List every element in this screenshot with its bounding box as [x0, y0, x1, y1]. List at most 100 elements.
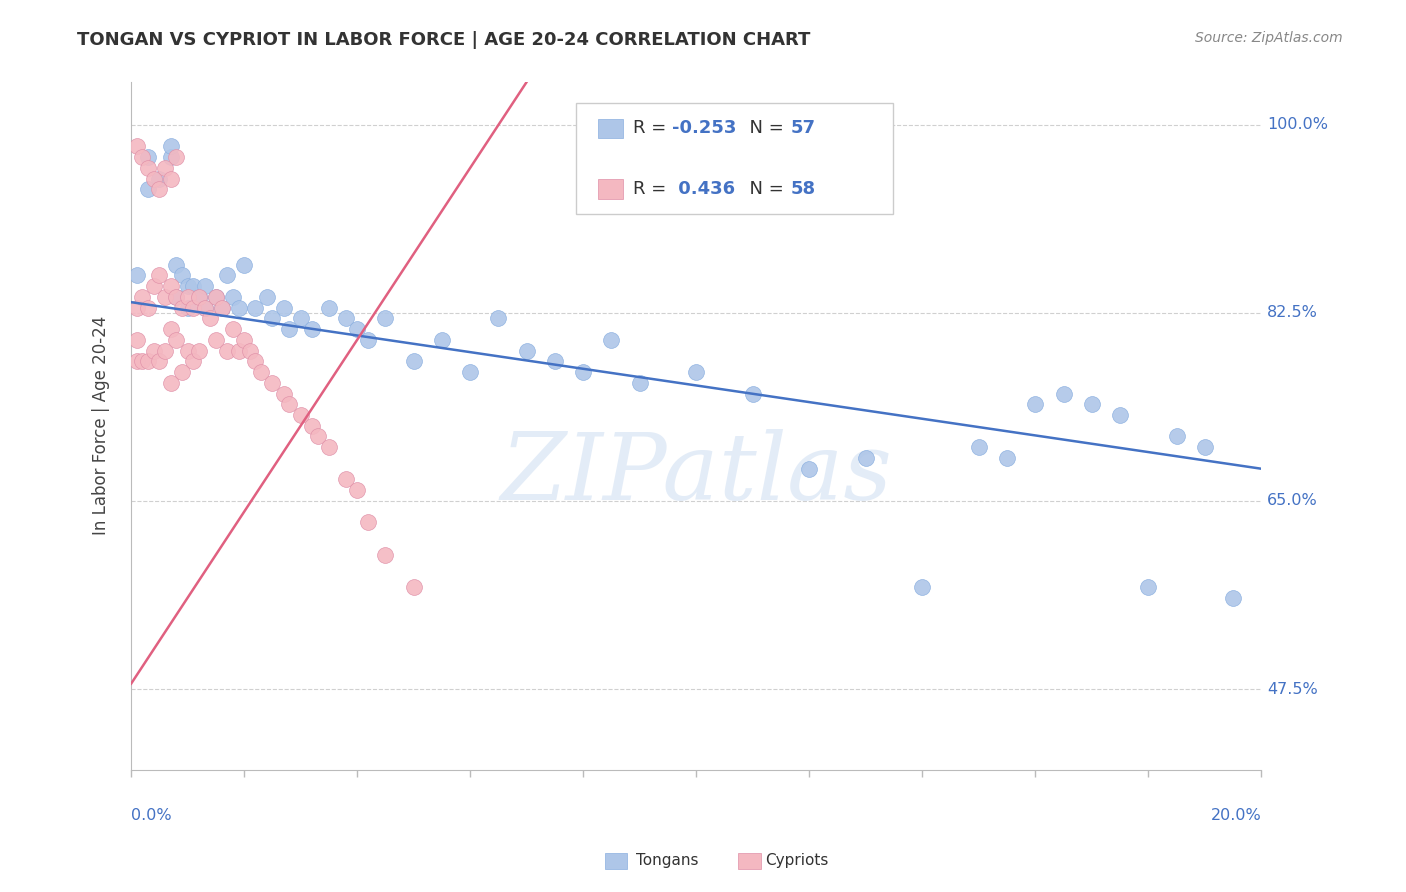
- Point: [458, 365, 481, 379]
- Point: [357, 333, 380, 347]
- Point: [335, 311, 357, 326]
- Point: [855, 450, 877, 465]
- Point: [194, 301, 217, 315]
- Point: [318, 301, 340, 315]
- Point: [188, 343, 211, 358]
- Point: [148, 182, 170, 196]
- Text: 82.5%: 82.5%: [1267, 305, 1317, 320]
- Point: [153, 290, 176, 304]
- Point: [374, 311, 396, 326]
- Point: [176, 279, 198, 293]
- Point: [136, 150, 159, 164]
- Text: 58: 58: [790, 180, 815, 198]
- Point: [125, 139, 148, 153]
- Point: [1024, 397, 1046, 411]
- Point: [181, 301, 204, 315]
- Point: [600, 333, 623, 347]
- Point: [176, 301, 198, 315]
- Point: [136, 354, 159, 368]
- Point: [335, 473, 357, 487]
- Point: [273, 386, 295, 401]
- Point: [211, 301, 233, 315]
- Text: R =: R =: [633, 180, 672, 198]
- Point: [307, 429, 329, 443]
- Point: [165, 290, 187, 304]
- Point: [170, 301, 193, 315]
- Point: [222, 290, 245, 304]
- Point: [1052, 386, 1074, 401]
- Point: [142, 279, 165, 293]
- Text: 0.0%: 0.0%: [131, 808, 172, 823]
- Text: 100.0%: 100.0%: [1267, 118, 1327, 132]
- Point: [142, 171, 165, 186]
- Point: [402, 354, 425, 368]
- Point: [488, 311, 510, 326]
- Point: [256, 290, 278, 304]
- Text: -0.253: -0.253: [672, 120, 737, 137]
- Point: [131, 150, 153, 164]
- Text: 47.5%: 47.5%: [1267, 681, 1317, 697]
- Y-axis label: In Labor Force | Age 20-24: In Labor Force | Age 20-24: [93, 316, 110, 535]
- Point: [131, 354, 153, 368]
- Point: [222, 322, 245, 336]
- Point: [1081, 397, 1104, 411]
- Point: [200, 311, 222, 326]
- Point: [357, 516, 380, 530]
- Point: [402, 580, 425, 594]
- Point: [125, 301, 148, 315]
- Point: [278, 397, 301, 411]
- Point: [628, 376, 651, 390]
- Point: [1194, 440, 1216, 454]
- Point: [245, 301, 267, 315]
- Point: [233, 333, 256, 347]
- Point: [273, 301, 295, 315]
- Point: [217, 343, 239, 358]
- Point: [176, 343, 198, 358]
- Point: [142, 343, 165, 358]
- Point: [159, 150, 181, 164]
- Point: [176, 290, 198, 304]
- Point: [301, 322, 323, 336]
- Point: [346, 483, 368, 498]
- Point: [516, 343, 538, 358]
- Point: [181, 279, 204, 293]
- Point: [194, 301, 217, 315]
- Text: 0.436: 0.436: [672, 180, 735, 198]
- Text: ZIPatlas: ZIPatlas: [501, 429, 893, 519]
- Point: [153, 343, 176, 358]
- Text: Tongans: Tongans: [636, 854, 697, 868]
- Point: [967, 440, 990, 454]
- Text: N =: N =: [738, 120, 790, 137]
- Point: [685, 365, 707, 379]
- Point: [211, 301, 233, 315]
- Point: [430, 333, 453, 347]
- Point: [911, 580, 934, 594]
- Point: [136, 182, 159, 196]
- Point: [318, 440, 340, 454]
- Point: [995, 450, 1018, 465]
- Point: [125, 333, 148, 347]
- Point: [262, 376, 284, 390]
- Point: [125, 268, 148, 283]
- Point: [250, 365, 273, 379]
- Point: [1166, 429, 1188, 443]
- Point: [572, 365, 595, 379]
- Text: Source: ZipAtlas.com: Source: ZipAtlas.com: [1195, 31, 1343, 45]
- Point: [165, 290, 187, 304]
- Point: [148, 354, 170, 368]
- Point: [290, 311, 312, 326]
- Point: [233, 258, 256, 272]
- Point: [799, 461, 821, 475]
- Point: [131, 290, 153, 304]
- Point: [181, 354, 204, 368]
- Point: [262, 311, 284, 326]
- Point: [228, 343, 250, 358]
- Text: 57: 57: [790, 120, 815, 137]
- Point: [194, 279, 217, 293]
- Point: [544, 354, 567, 368]
- Point: [159, 322, 181, 336]
- Point: [245, 354, 267, 368]
- Point: [228, 301, 250, 315]
- Text: N =: N =: [738, 180, 790, 198]
- Point: [165, 333, 187, 347]
